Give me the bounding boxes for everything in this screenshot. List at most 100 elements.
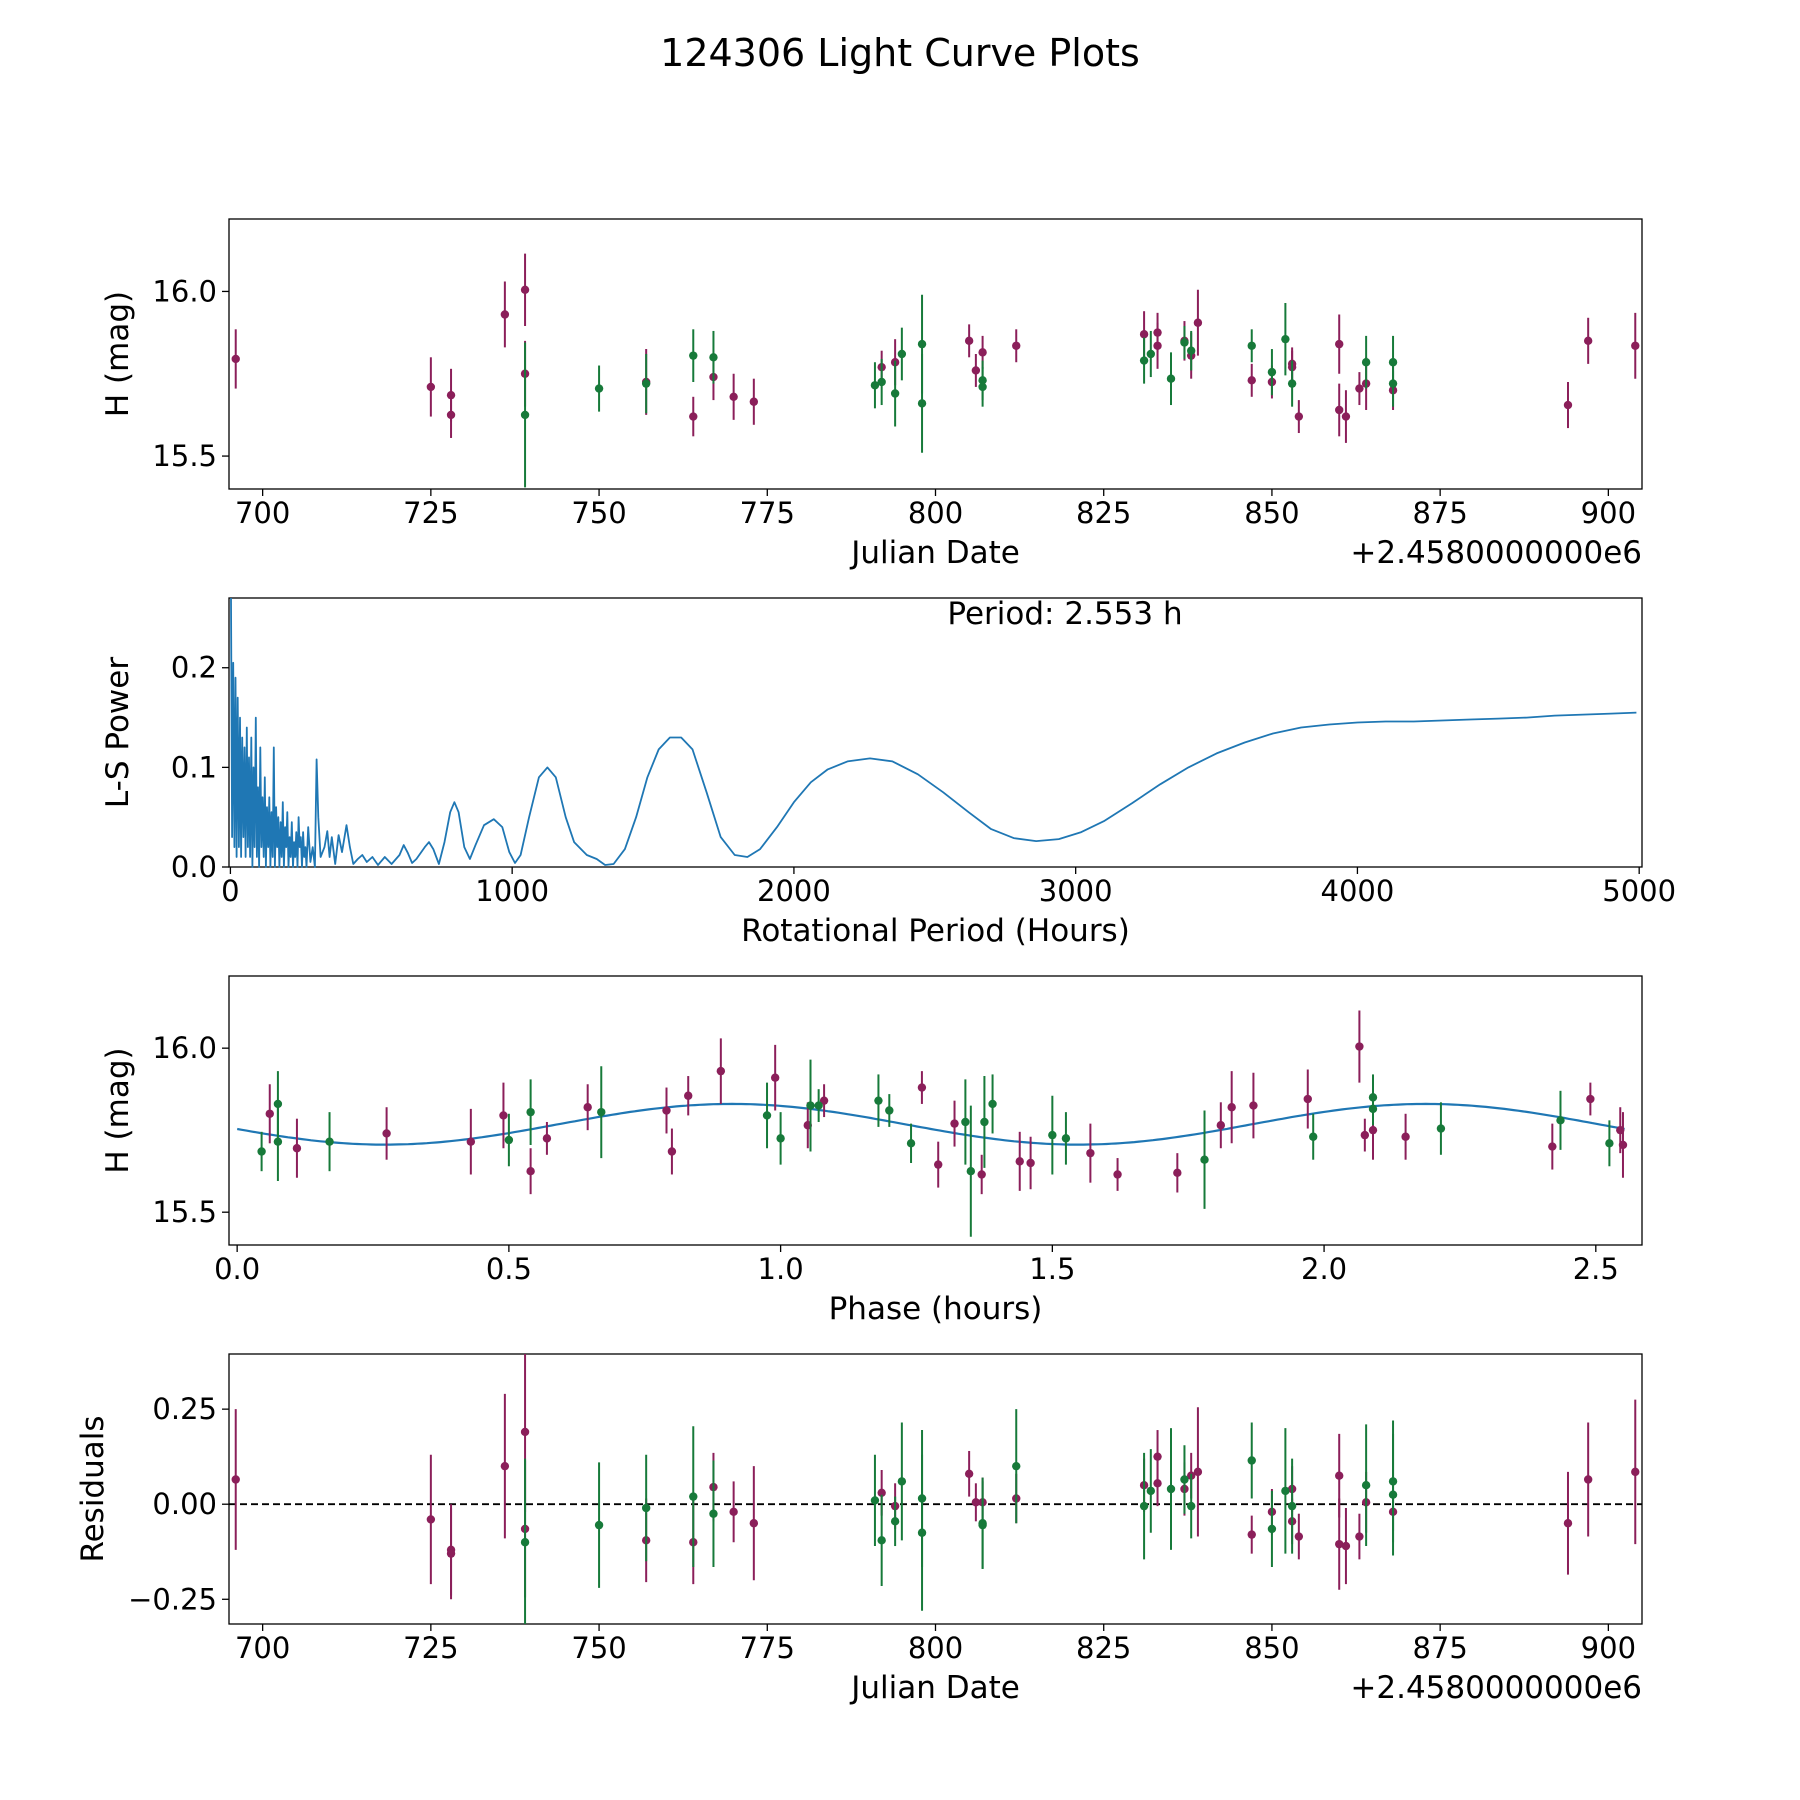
data-point-r <box>520 285 530 294</box>
data-point-g <box>1146 349 1156 359</box>
x-tick-label: 1.0 <box>758 1252 804 1286</box>
data-point-r <box>1335 1539 1344 1549</box>
data-point-g <box>1166 1484 1176 1494</box>
data-point-g <box>504 1135 514 1145</box>
x-tick-label: 750 <box>571 496 626 530</box>
x-tick-label: 775 <box>740 1631 795 1665</box>
data-point-r <box>1153 1479 1162 1488</box>
data-point-g <box>641 379 651 388</box>
data-point-r <box>499 1111 508 1120</box>
data-point-g <box>1267 1524 1277 1534</box>
plot-frame <box>228 218 1643 490</box>
data-point-r <box>1401 1132 1410 1141</box>
data-point-r <box>1247 1530 1256 1539</box>
data-point-r <box>526 1166 535 1176</box>
data-point-g <box>1368 1104 1378 1114</box>
data-point-r <box>1294 1532 1304 1541</box>
data-point-g <box>1361 1480 1371 1490</box>
x-tick-label: 875 <box>1412 496 1467 530</box>
data-point-g <box>978 382 987 392</box>
data-point-g <box>870 381 880 390</box>
x-tick-label: 775 <box>740 496 795 530</box>
data-point-r <box>1335 1471 1344 1480</box>
data-point-r <box>1368 1125 1378 1135</box>
data-point-r <box>1249 1101 1258 1110</box>
data-point-g <box>1267 367 1277 377</box>
data-point-r <box>265 1109 274 1118</box>
data-point-r <box>231 354 240 364</box>
data-point-r <box>819 1096 829 1105</box>
data-point-r <box>1355 1042 1364 1051</box>
data-point-r <box>1583 336 1593 346</box>
x-tick-label: 850 <box>1244 496 1299 530</box>
data-point-g <box>890 1517 900 1526</box>
data-point-r <box>917 1083 927 1092</box>
figure-title: 124306 Light Curve Plots <box>660 31 1140 75</box>
data-point-r <box>1086 1148 1095 1158</box>
y-axis-label: H (mag) <box>100 291 136 417</box>
data-point-g <box>1186 346 1196 355</box>
data-point-r <box>971 366 981 375</box>
x-tick-label: 725 <box>403 1631 458 1665</box>
data-point-r <box>500 1461 510 1471</box>
x-tick-label: 2.0 <box>1301 1252 1347 1286</box>
data-point-r <box>426 382 436 392</box>
data-point-r <box>964 1469 974 1478</box>
data-point-g <box>874 1096 883 1105</box>
data-point-g <box>870 1496 880 1505</box>
y-axis-label: L-S Power <box>100 657 136 808</box>
x-tick-label: 725 <box>403 496 458 530</box>
data-point-g <box>520 1538 530 1547</box>
data-point-g <box>978 1520 987 1530</box>
data-point-g <box>689 1492 698 1501</box>
data-point-g <box>325 1137 334 1146</box>
data-point-r <box>689 412 698 421</box>
residuals-panel: 700 725 750 775 800 825 850 875 900 0.25 0.00 −0.25… <box>75 1353 1643 1706</box>
data-point-g <box>1061 1134 1071 1143</box>
data-point-g <box>709 353 718 362</box>
x-tick-label: 2.5 <box>1573 1252 1619 1286</box>
x-tick-label: 825 <box>1076 496 1131 530</box>
x-tick-label: 0.0 <box>214 1252 260 1286</box>
data-point-r <box>1227 1103 1236 1112</box>
y-tick-label: 16.0 <box>152 1031 217 1065</box>
data-point-r <box>1173 1168 1182 1178</box>
data-point-g <box>885 1106 894 1115</box>
data-point-r <box>1303 1094 1312 1104</box>
data-point-r <box>500 310 510 319</box>
data-point-r <box>1012 341 1021 350</box>
data-point-r <box>1247 376 1256 385</box>
data-point-g <box>1281 1486 1290 1496</box>
data-point-r <box>1294 412 1304 421</box>
y-axis-label: Residuals <box>75 1415 111 1562</box>
data-point-g <box>1287 379 1297 388</box>
data-point-r <box>1341 1541 1351 1551</box>
data-point-r <box>1586 1094 1595 1104</box>
x-axis-label: Julian Date <box>849 1670 1020 1706</box>
data-point-r <box>977 1170 986 1179</box>
data-point-g <box>966 1166 976 1176</box>
data-point-g <box>814 1101 823 1110</box>
data-point-r <box>716 1066 726 1076</box>
data-point-g <box>689 351 698 360</box>
data-point-r <box>1026 1158 1035 1168</box>
x-tick-label: 0 <box>221 874 239 908</box>
data-point-r <box>978 348 987 357</box>
x-axis-label: Phase (hours) <box>829 1291 1043 1327</box>
data-point-r <box>770 1073 780 1082</box>
data-point-r <box>1193 1467 1203 1477</box>
data-point-g <box>1139 356 1149 365</box>
y-tick-label: 0.1 <box>171 750 217 784</box>
data-point-r <box>1563 1519 1573 1528</box>
data-point-r <box>1341 412 1351 421</box>
data-point-g <box>1180 338 1189 347</box>
data-point-g <box>1436 1124 1446 1133</box>
data-point-r <box>749 397 759 406</box>
data-point-r <box>1583 1475 1593 1484</box>
data-point-r <box>729 392 738 402</box>
x-axis-label: Julian Date <box>849 535 1020 571</box>
data-point-g <box>917 399 927 408</box>
x-tick-label: 900 <box>1581 496 1636 530</box>
data-point-g <box>526 1107 535 1117</box>
data-point-r <box>1335 405 1344 415</box>
